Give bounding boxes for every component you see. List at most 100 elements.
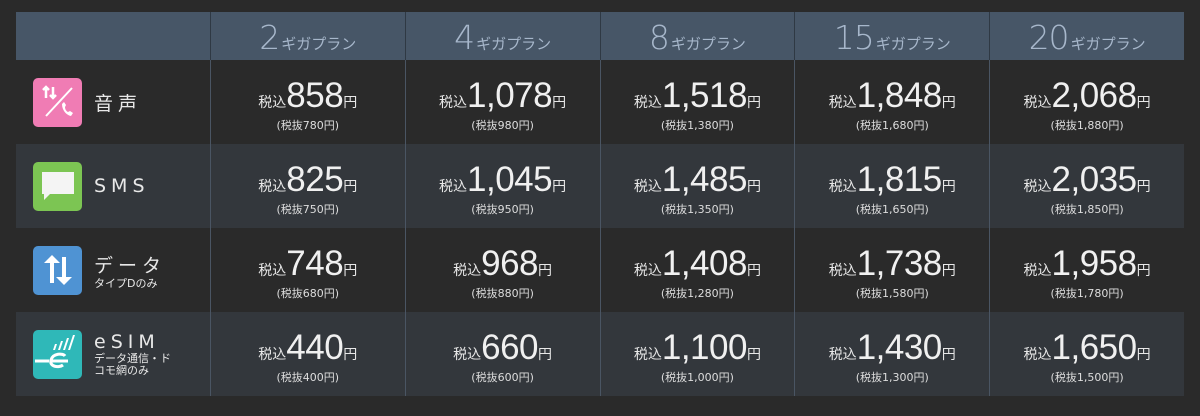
price-tax-in: 1,518 [661,75,748,115]
price-tax-excl: (税抜880円) [471,286,534,300]
price-cell: 税込 1,408 円 (税抜1,280円) [599,228,795,312]
price-cell: 税込 1,430 円 (税抜1,300円) [794,312,989,396]
price-tax-in: 1,045 [467,159,553,199]
tax-in-label: 税込 [453,262,482,279]
row-label: SMS [94,175,150,197]
price-tax-in: 1,485 [661,159,748,199]
row-label-cell: SMS [16,144,210,228]
price-tax-in: 1,848 [856,75,943,115]
price-tax-excl: (税抜750円) [276,202,340,216]
price-tax-in: 660 [481,327,539,367]
tax-in-label: 税込 [633,178,662,195]
plan-suffix: ギガプラン [476,35,552,53]
price-tax-excl: (税抜780円) [276,118,340,132]
price-tax-excl: (税抜1,350円) [660,202,734,216]
price-cell: 税込 1,100 円 (税抜1,000円) [599,312,795,396]
tax-in-label: 税込 [258,262,287,279]
row-label-cell: データ タイプDのみ [16,228,210,312]
header-plan-8gb: 8 ギガプラン [599,12,795,60]
price-tax-in: 825 [286,159,344,199]
data-arrows-icon [33,245,82,295]
price-cell: 税込 968 円 (税抜880円) [404,228,600,312]
price-cell: 税込 440 円 (税抜400円) [209,312,405,396]
price-cell: 税込 1,738 円 (税抜1,580円) [794,228,989,312]
price-tax-in: 1,738 [856,243,943,283]
tax-in-label: 税込 [828,262,857,279]
tax-in-label: 税込 [1023,178,1052,195]
tax-in-label: 税込 [258,94,287,111]
price-tax-excl: (税抜400円) [276,370,340,384]
price-cell: 税込 858 円 (税抜780円) [209,60,405,144]
row-sublabel: タイプDのみ [94,276,158,290]
row-label: データ [94,254,167,277]
price-cell: 税込 1,045 円 (税抜950円) [404,144,600,228]
row-label-cell: eSIM データ通信・ドコモ網のみ [16,312,210,396]
tax-in-label: 税込 [258,346,287,363]
price-tax-excl: (税抜600円) [471,370,534,384]
yen-unit: 円 [343,178,358,195]
price-tax-in: 968 [481,243,539,283]
header-blank [16,12,210,60]
price-tax-excl: (税抜1,500円) [1050,370,1124,384]
yen-unit: 円 [941,346,956,363]
price-cell: 税込 1,650 円 (税抜1,500円) [989,312,1184,396]
row-label-cell: 音声 [16,60,210,144]
yen-unit: 円 [746,346,761,363]
price-tax-excl: (税抜1,000円) [660,370,734,384]
message-bubble-icon [33,161,82,211]
table-row: eSIM データ通信・ドコモ網のみ 税込 440 円 (税抜400円) 税込 660 円 (税抜6… [16,312,1184,396]
yen-unit: 円 [941,94,956,111]
esim-icon [33,329,82,379]
yen-unit: 円 [1136,346,1151,363]
price-tax-excl: (税抜1,850円) [1050,202,1124,216]
price-tax-in: 748 [286,243,344,283]
price-tax-excl: (税抜1,300円) [855,370,929,384]
price-tax-in: 1,815 [856,159,943,199]
header-plan-2gb: 2 ギガプラン [209,12,405,60]
tax-in-label: 税込 [258,178,287,195]
yen-unit: 円 [1136,262,1151,279]
price-tax-in: 2,068 [1051,75,1138,115]
price-tax-in: 1,100 [661,327,748,367]
tax-in-label: 税込 [439,178,468,195]
tax-in-label: 税込 [1023,262,1052,279]
yen-unit: 円 [538,346,553,363]
yen-unit: 円 [538,262,553,279]
tax-in-label: 税込 [828,94,857,111]
plan-suffix: ギガプラン [1070,35,1146,53]
header-plan-15gb: 15 ギガプラン [794,12,989,60]
tax-in-label: 税込 [453,346,482,363]
tax-in-label: 税込 [633,346,662,363]
price-tax-in: 1,430 [856,327,943,367]
price-cell: 税込 1,078 円 (税抜980円) [404,60,600,144]
tax-in-label: 税込 [1023,94,1052,111]
price-tax-excl: (税抜950円) [471,202,534,216]
tax-in-label: 税込 [633,262,662,279]
header-plan-4gb: 4 ギガプラン [404,12,600,60]
tax-in-label: 税込 [439,94,468,111]
plan-suffix: ギガプラン [281,35,357,53]
yen-unit: 円 [746,262,761,279]
yen-unit: 円 [1136,94,1151,111]
price-tax-excl: (税抜1,580円) [855,286,929,300]
price-tax-in: 440 [286,327,344,367]
table-header: 2 ギガプラン 4 ギガプラン 8 ギガプラン 15 ギガプラン 20 ギガプラン [16,12,1184,60]
yen-unit: 円 [552,94,567,111]
plan-gb: 20 [1028,18,1070,57]
tax-in-label: 税込 [633,94,662,111]
price-cell: 税込 2,035 円 (税抜1,850円) [989,144,1184,228]
tax-in-label: 税込 [828,346,857,363]
table-row: データ タイプDのみ 税込 748 円 (税抜680円) 税込 968 円 (税抜880円) 税込 1… [16,228,1184,312]
plan-gb: 15 [833,18,875,57]
header-plan-20gb: 20 ギガプラン [989,12,1184,60]
price-cell: 税込 748 円 (税抜680円) [209,228,405,312]
yen-unit: 円 [941,178,956,195]
plan-suffix: ギガプラン [875,35,951,53]
price-cell: 税込 825 円 (税抜750円) [209,144,405,228]
price-cell: 税込 2,068 円 (税抜1,880円) [989,60,1184,144]
price-tax-in: 1,078 [467,75,553,115]
yen-unit: 円 [343,94,358,111]
price-tax-in: 1,408 [661,243,748,283]
price-tax-in: 858 [286,75,344,115]
row-label: 音声 [94,92,143,115]
